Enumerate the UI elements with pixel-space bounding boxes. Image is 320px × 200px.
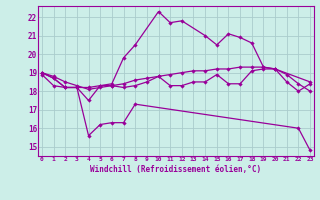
X-axis label: Windchill (Refroidissement éolien,°C): Windchill (Refroidissement éolien,°C) xyxy=(91,165,261,174)
